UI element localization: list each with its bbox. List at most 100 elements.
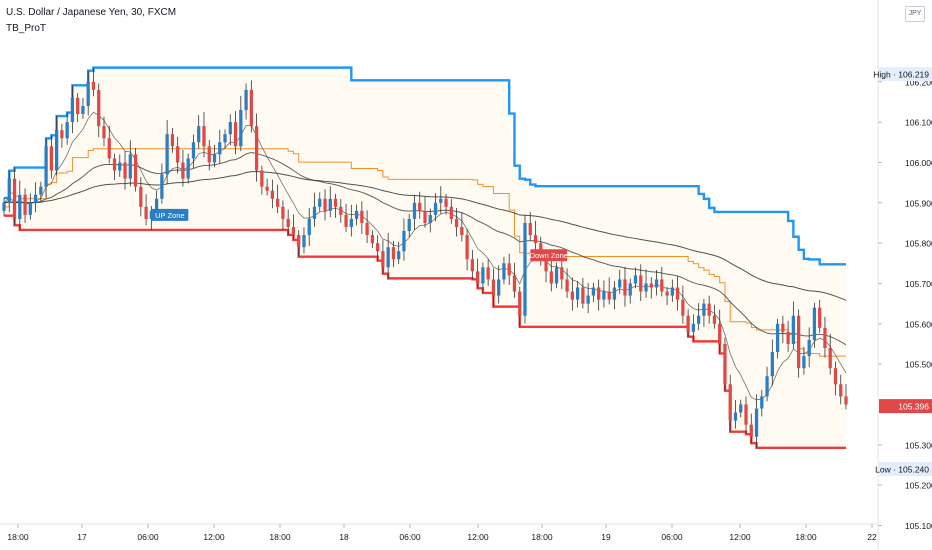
candle-body: [633, 275, 638, 284]
candle-body: [381, 251, 385, 268]
mid-band-line: [4, 148, 846, 357]
candle: [186, 153, 190, 184]
candle-body: [97, 89, 101, 127]
time-tick-label: 22: [867, 532, 877, 542]
candle-body: [612, 287, 617, 300]
price-tick-label: 106.000: [905, 158, 932, 168]
candle: [44, 138, 48, 198]
candle: [833, 361, 838, 396]
candle-body: [739, 404, 743, 413]
candle-body: [470, 259, 474, 272]
time-tick-label: 18: [339, 532, 349, 542]
candle-body: [102, 126, 106, 139]
candle: [760, 390, 764, 417]
time-tick-label: 06:00: [399, 532, 421, 542]
candle: [407, 214, 411, 238]
currency-badge[interactable]: JPY: [905, 6, 925, 22]
candle: [807, 327, 811, 368]
upper-band-line: [4, 66, 846, 266]
candle: [386, 233, 390, 279]
candle-body: [2, 202, 6, 211]
candle: [165, 120, 169, 185]
candle: [197, 115, 201, 149]
candle-body: [181, 162, 185, 179]
candle-body: [823, 327, 827, 349]
candle-body: [81, 105, 85, 115]
candle-body: [18, 194, 22, 219]
candle: [244, 83, 248, 120]
candle: [202, 111, 206, 158]
candle-body: [412, 202, 417, 219]
candle: [802, 346, 806, 375]
candle: [475, 258, 480, 289]
candle-body: [528, 222, 532, 236]
candle: [33, 182, 38, 213]
candle: [723, 337, 727, 391]
candle-body: [423, 210, 427, 223]
candle-body: [444, 198, 448, 207]
candle-body: [365, 222, 369, 236]
candle-body: [439, 198, 443, 203]
candle-body: [397, 251, 401, 260]
candle-body: [644, 283, 648, 292]
candle-body: [291, 226, 296, 236]
candle-body: [223, 134, 227, 143]
candle: [133, 147, 138, 192]
candle-body: [339, 206, 343, 215]
candle-body: [597, 287, 601, 300]
candle-body: [665, 291, 669, 296]
candle: [391, 240, 396, 268]
candle-body: [691, 323, 696, 332]
candle-body: [349, 218, 353, 227]
candle: [207, 139, 211, 171]
candle: [65, 112, 69, 145]
candle: [786, 320, 790, 352]
candle: [218, 129, 222, 164]
candle-body: [760, 396, 764, 409]
candle-body: [560, 267, 564, 280]
candle-body: [707, 303, 711, 316]
up-zone-label-bg: [151, 208, 189, 221]
candle: [91, 67, 96, 97]
candle: [76, 93, 80, 122]
candle-body: [791, 315, 796, 344]
candle-body: [107, 138, 111, 159]
candle-body: [12, 178, 17, 219]
indicator-label[interactable]: TB_ProT: [6, 23, 47, 34]
candle: [270, 179, 275, 209]
candle-body: [654, 279, 659, 288]
candle-body: [639, 275, 643, 292]
candle: [660, 266, 664, 297]
candle-body: [575, 287, 580, 300]
candle: [528, 211, 532, 240]
candle-body: [839, 384, 843, 397]
candle-body: [628, 283, 632, 296]
candle-body: [733, 412, 738, 421]
candle-body: [386, 247, 390, 268]
candle-body: [370, 235, 375, 244]
candle-body: [449, 206, 453, 219]
candle-body: [76, 97, 80, 115]
candle: [718, 309, 722, 354]
candle-body: [112, 158, 117, 171]
candle-body: [244, 89, 248, 111]
candle-body: [118, 162, 122, 171]
candle: [618, 269, 622, 294]
candle: [349, 204, 353, 237]
candle: [281, 200, 285, 230]
candle: [276, 184, 280, 214]
candle-body: [254, 126, 259, 171]
candle: [7, 170, 11, 213]
candle-body: [270, 190, 275, 199]
candle-body: [754, 408, 759, 437]
candle-body: [797, 315, 801, 369]
candle: [586, 282, 590, 314]
candle: [18, 180, 22, 230]
candle: [481, 262, 485, 293]
candle-body: [728, 384, 732, 421]
candle: [465, 228, 469, 271]
annotations-layer: UP Zone Down Zone: [151, 208, 568, 262]
candle: [254, 113, 259, 182]
candle-body: [202, 126, 206, 147]
